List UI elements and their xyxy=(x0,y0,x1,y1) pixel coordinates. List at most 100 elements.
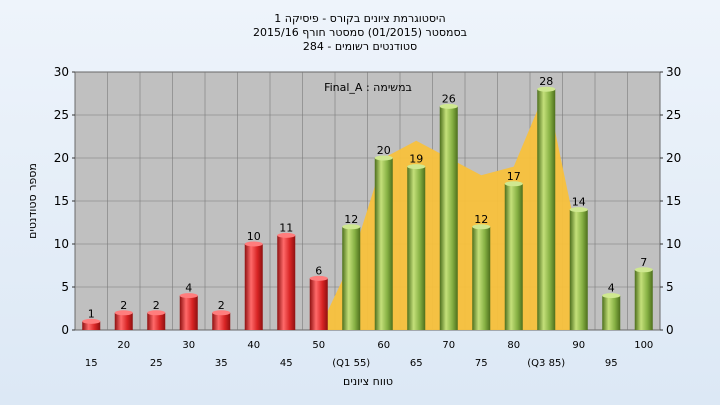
x-tick-label: 25 xyxy=(150,358,163,369)
y-tick-left: 5 xyxy=(61,280,69,294)
bar-body xyxy=(504,183,523,330)
x-tick-label: 60 xyxy=(377,340,390,351)
bar-cap xyxy=(439,103,458,109)
bar-cap xyxy=(602,293,621,299)
bar-100 xyxy=(634,267,653,330)
y-tick-left: 15 xyxy=(54,194,69,208)
y-tick-right: 5 xyxy=(666,280,674,294)
y-tick-left: 30 xyxy=(54,65,69,79)
bar-75 xyxy=(472,224,491,330)
x-tick-label: 70 xyxy=(442,340,455,351)
bar-cap xyxy=(147,310,166,316)
data-label: 20 xyxy=(377,144,391,157)
bar-body xyxy=(407,166,426,330)
y-tick-left: 0 xyxy=(61,323,69,337)
x-tick-label: 65 xyxy=(410,358,423,369)
data-label: 12 xyxy=(474,213,488,226)
bar-90 xyxy=(569,207,588,330)
bar-cap xyxy=(212,310,231,316)
bar-cap xyxy=(114,310,133,316)
data-label: 10 xyxy=(247,230,261,243)
annotation-label: במשימה : Final_A xyxy=(324,81,412,94)
bar-95 xyxy=(602,293,621,330)
x-tick-label: 50 xyxy=(312,340,325,351)
bar-cap xyxy=(569,207,588,213)
bar-60 xyxy=(374,155,393,330)
bar-65 xyxy=(407,164,426,330)
bar-cap xyxy=(374,155,393,161)
bar-cap xyxy=(342,224,361,230)
x-tick-label: 15 xyxy=(85,358,98,369)
bar-cap xyxy=(504,181,523,187)
bar-cap xyxy=(634,267,653,273)
bar-70 xyxy=(439,103,458,331)
bar-45 xyxy=(277,232,296,330)
chart-title: היסטוגרמת ציונים בקורס - פיסיקה 1 בסמסטר… xyxy=(253,12,467,53)
data-label: 26 xyxy=(442,92,456,105)
bar-50 xyxy=(309,275,328,330)
data-label: 14 xyxy=(572,196,586,209)
bar-body xyxy=(374,158,393,330)
bar-body xyxy=(342,226,361,330)
bar-body xyxy=(472,226,491,330)
x-tick-label: (Q3 85) xyxy=(527,358,565,369)
data-label: 2 xyxy=(153,299,160,312)
x-axis: 15 20 25 30 35 40 45 50 (Q1 55) 60 65 70 75 80 (Q3 85)… xyxy=(85,340,653,369)
y-tick-left: 10 xyxy=(54,237,69,251)
bar-(Q3 85) xyxy=(537,86,556,330)
data-label: 4 xyxy=(608,282,615,295)
bar-40 xyxy=(244,241,263,330)
bar-cap xyxy=(82,318,101,324)
bar-body xyxy=(309,278,328,330)
bar-body xyxy=(602,295,621,330)
x-tick-label: 90 xyxy=(572,340,585,351)
title-line-3: סטודנטים רשומים - 284 xyxy=(303,40,417,53)
bar-cap xyxy=(277,232,296,238)
bar-cap xyxy=(537,86,556,92)
bar-cap xyxy=(472,224,491,230)
bar-cap xyxy=(309,275,328,281)
bar-(Q1 55) xyxy=(342,224,361,330)
bars xyxy=(82,86,653,331)
title-line-2: בסמסטר (01/2015) סמסטר חורף 2015/16 xyxy=(253,26,467,39)
bar-body xyxy=(82,321,101,330)
data-label: 12 xyxy=(344,213,358,226)
bar-body xyxy=(277,235,296,330)
bar-body xyxy=(244,244,263,330)
x-tick-label: 35 xyxy=(215,358,228,369)
x-tick-label: 40 xyxy=(247,340,260,351)
y-tick-right: 20 xyxy=(666,151,681,165)
bar-body xyxy=(439,106,458,331)
title-line-1: היסטוגרמת ציונים בקורס - פיסיקה 1 xyxy=(274,12,445,25)
data-label: 4 xyxy=(185,282,192,295)
bar-cap xyxy=(244,241,263,247)
bar-body xyxy=(569,209,588,330)
x-tick-label: 75 xyxy=(475,358,488,369)
bar-80 xyxy=(504,181,523,330)
y-tick-right: 15 xyxy=(666,194,681,208)
data-label: 19 xyxy=(409,153,423,166)
data-label: 28 xyxy=(539,75,553,88)
bar-cap xyxy=(179,293,198,299)
bar-body xyxy=(147,312,166,330)
bar-cap xyxy=(407,164,426,170)
x-tick-label: 20 xyxy=(117,340,130,351)
y-axis-left: 0 5 10 15 20 25 30 xyxy=(54,65,75,337)
bar-body xyxy=(212,312,231,330)
x-tick-label: (Q1 55) xyxy=(332,358,370,369)
bar-body xyxy=(114,312,133,330)
bar-body xyxy=(537,89,556,330)
x-tick-label: 95 xyxy=(605,358,618,369)
y-tick-right: 0 xyxy=(666,323,674,337)
bar-25 xyxy=(147,310,166,330)
data-label: 6 xyxy=(315,264,322,277)
x-tick-label: 45 xyxy=(280,358,293,369)
y-tick-right: 25 xyxy=(666,108,681,122)
data-label: 2 xyxy=(218,299,225,312)
data-label: 7 xyxy=(640,256,647,269)
data-label: 2 xyxy=(120,299,127,312)
bar-30 xyxy=(179,293,198,330)
y-tick-left: 25 xyxy=(54,108,69,122)
